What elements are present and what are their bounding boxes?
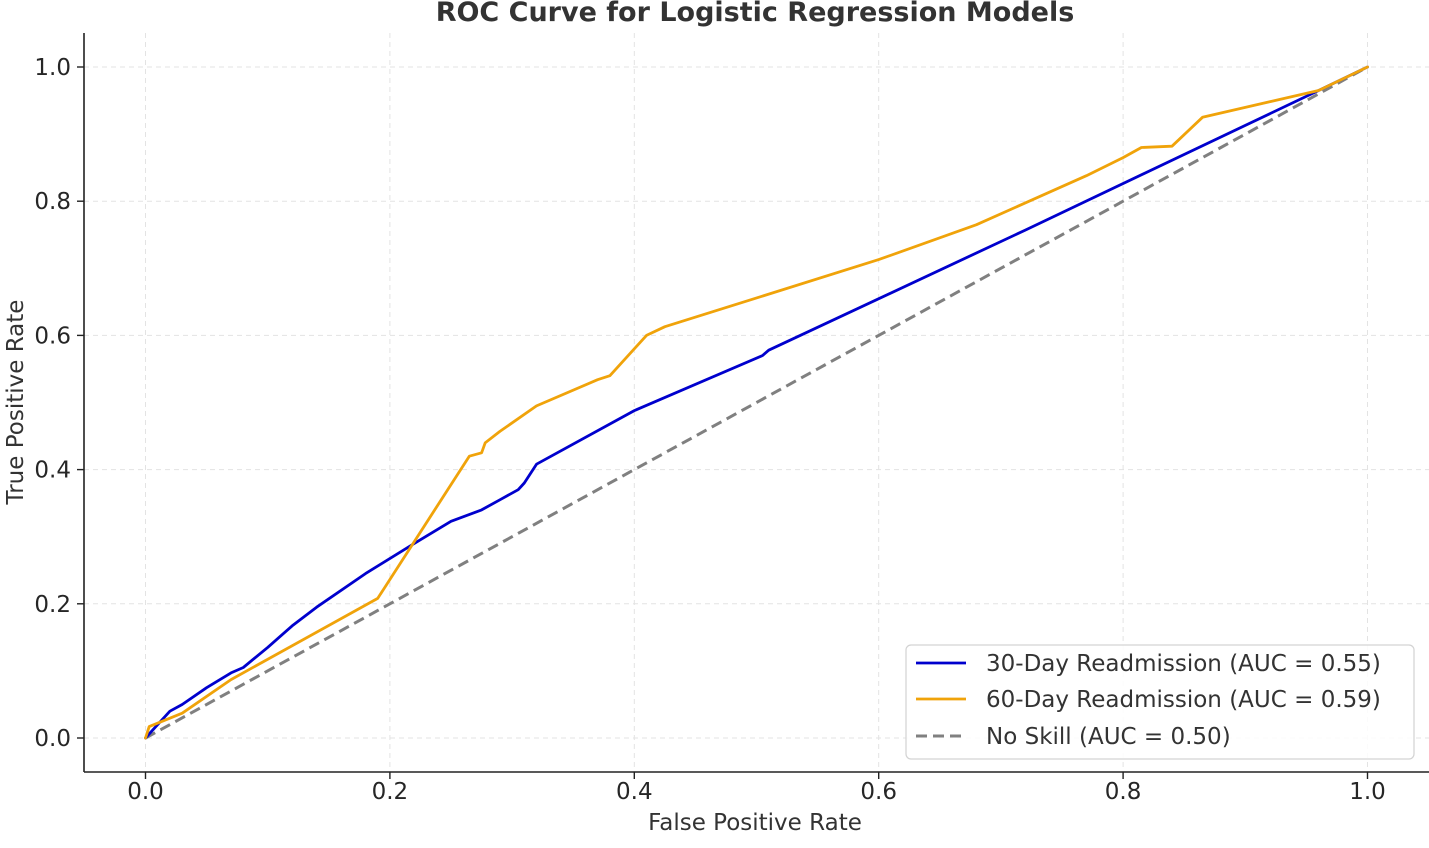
legend-label: 60-Day Readmission (AUC = 0.59) — [986, 687, 1381, 713]
series-line-0 — [144, 65, 1369, 740]
series-line-1 — [144, 65, 1369, 740]
x-tick-label: 0.8 — [1105, 779, 1142, 805]
y-tick-label: 1.0 — [34, 55, 71, 81]
y-ticks: 0.0 0.2 0.4 0.6 0.8 1.0 — [34, 55, 84, 752]
chart-title: ROC Curve for Logistic Regression Models — [436, 0, 1075, 28]
x-tick-label: 0.4 — [616, 779, 653, 805]
y-tick-label: 0.6 — [34, 323, 71, 349]
legend-label: 30-Day Readmission (AUC = 0.55) — [986, 651, 1381, 677]
x-ticks: 0.0 0.2 0.4 0.6 0.8 1.0 — [127, 772, 1386, 805]
axes — [83, 33, 1429, 773]
y-tick-label: 0.0 — [34, 726, 71, 752]
x-tick-label: 0.2 — [372, 779, 409, 805]
legend: 30-Day Readmission (AUC = 0.55) 60-Day Re… — [905, 644, 1415, 760]
x-tick-label: 1.0 — [1349, 779, 1386, 805]
legend-label: No Skill (AUC = 0.50) — [986, 724, 1231, 750]
y-tick-label: 0.2 — [34, 592, 71, 618]
legend-frame — [905, 644, 1415, 760]
x-tick-label: 0.0 — [127, 779, 164, 805]
y-tick-label: 0.8 — [34, 189, 71, 215]
y-tick-label: 0.4 — [34, 458, 71, 484]
x-tick-label: 0.6 — [860, 779, 897, 805]
series-line-2 — [144, 65, 1369, 740]
x-axis-label: False Positive Rate — [648, 810, 862, 836]
plot-series — [144, 65, 1369, 740]
y-axis-label: True Positive Rate — [3, 300, 29, 506]
legend-entries: 30-Day Readmission (AUC = 0.55) 60-Day Re… — [916, 651, 1381, 750]
